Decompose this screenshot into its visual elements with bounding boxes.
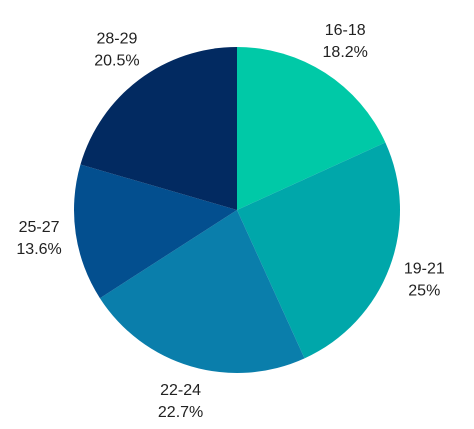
pie-slice [80,47,237,210]
pie-slice [237,142,400,359]
slice-value-label: 20.5% [94,52,139,69]
slice-label: 22-24 [160,382,201,399]
slice-label: 28-29 [96,30,137,47]
pie-slice [99,210,305,373]
slice-value-label: 25% [408,282,440,299]
pie-slice [74,164,237,299]
slice-label: 25-27 [19,219,60,236]
slice-label: 19-21 [404,260,445,277]
slice-value-label: 13.6% [16,241,61,258]
slice-value-label: 18.2% [323,44,368,61]
slice-label: 16-18 [325,22,366,39]
pie-slice [237,47,386,210]
slice-value-label: 22.7% [158,404,203,421]
